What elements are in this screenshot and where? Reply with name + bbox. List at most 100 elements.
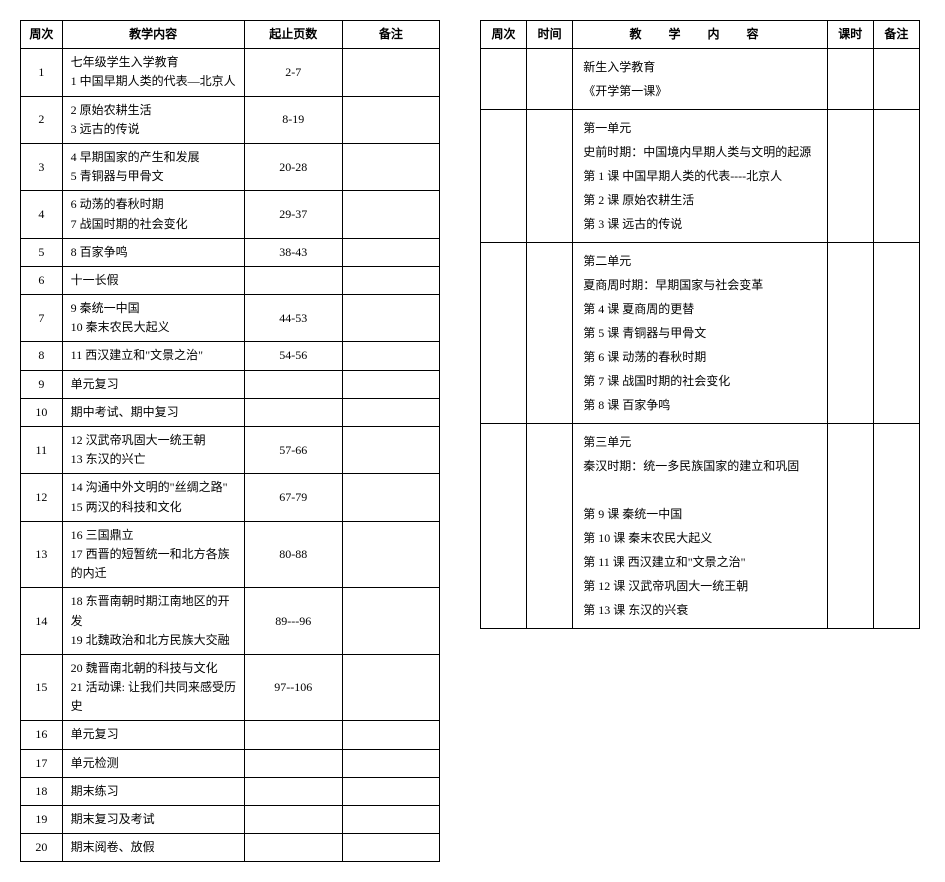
table-row: 58 百家争鸣38-43 [21,238,440,266]
table-row: 1316 三国鼎立 17 西晋的短暂统一和北方各族的内迁80-88 [21,521,440,588]
notes-cell [342,238,439,266]
content-cell: 20 魏晋南北朝的科技与文化 21 活动课: 让我们共同来感受历史 [62,654,244,721]
pages-cell: 97--106 [244,654,342,721]
notes-cell [342,834,439,862]
notes-cell [342,588,439,655]
pages-cell [244,266,342,294]
left-header-week: 周次 [21,21,63,49]
notes-cell [342,191,439,238]
content-cell: 12 汉武帝巩固大一统王朝 13 东汉的兴亡 [62,427,244,474]
pages-cell [244,749,342,777]
notes-cell [873,243,919,424]
content-cell: 期末练习 [62,777,244,805]
table-row: 1520 魏晋南北朝的科技与文化 21 活动课: 让我们共同来感受历史97--1… [21,654,440,721]
notes-cell [342,806,439,834]
content-cell: 期末阅卷、放假 [62,834,244,862]
notes-cell [342,521,439,588]
notes-cell [873,49,919,110]
content-cell: 单元复习 [62,370,244,398]
left-header-pages: 起止页数 [244,21,342,49]
week-cell: 11 [21,427,63,474]
left-schedule-table: 周次 教学内容 起止页数 备注 1七年级学生入学教育 1 中国早期人类的代表—北… [20,20,440,862]
week-cell: 1 [21,49,63,96]
table-row: 46 动荡的春秋时期 7 战国时期的社会变化29-37 [21,191,440,238]
content-cell: 单元复习 [62,721,244,749]
content-cell: 第三单元 秦汉时期：统一多民族国家的建立和巩固 第 9 课 秦统一中国 第 10… [573,424,828,629]
week-cell: 7 [21,295,63,342]
notes-cell [342,49,439,96]
pages-cell: 54-56 [244,342,342,370]
table-row: 10期中考试、期中复习 [21,398,440,426]
notes-cell [342,721,439,749]
content-cell: 6 动荡的春秋时期 7 战国时期的社会变化 [62,191,244,238]
week-cell [481,110,527,243]
week-cell: 13 [21,521,63,588]
table-row: 第二单元 夏商周时期：早期国家与社会变革 第 4 课 夏商周的更替 第 5 课 … [481,243,920,424]
week-cell: 17 [21,749,63,777]
pages-cell [244,806,342,834]
week-cell [481,424,527,629]
week-cell: 15 [21,654,63,721]
right-header-notes: 备注 [873,21,919,49]
right-header-content: 教 学 内 容 [573,21,828,49]
content-cell: 11 西汉建立和"文景之治" [62,342,244,370]
pages-cell: 38-43 [244,238,342,266]
content-cell: 8 百家争鸣 [62,238,244,266]
right-table-header-row: 周次 时间 教 学 内 容 课时 备注 [481,21,920,49]
content-cell: 期中考试、期中复习 [62,398,244,426]
left-header-notes: 备注 [342,21,439,49]
time-cell [527,243,573,424]
table-row: 22 原始农耕生活 3 远古的传说8-19 [21,96,440,143]
table-row: 34 早期国家的产生和发展 5 青铜器与甲骨文20-28 [21,143,440,190]
pages-cell [244,834,342,862]
hours-cell [827,110,873,243]
notes-cell [342,777,439,805]
notes-cell [342,398,439,426]
content-cell: 第二单元 夏商周时期：早期国家与社会变革 第 4 课 夏商周的更替 第 5 课 … [573,243,828,424]
content-cell: 十一长假 [62,266,244,294]
table-row: 新生入学教育 《开学第一课》 [481,49,920,110]
week-cell: 18 [21,777,63,805]
table-row: 1214 沟通中外文明的"丝绸之路" 15 两汉的科技和文化67-79 [21,474,440,521]
table-row: 811 西汉建立和"文景之治"54-56 [21,342,440,370]
pages-cell: 29-37 [244,191,342,238]
week-cell: 3 [21,143,63,190]
table-row: 1七年级学生入学教育 1 中国早期人类的代表—北京人2-7 [21,49,440,96]
content-cell: 期末复习及考试 [62,806,244,834]
right-header-time: 时间 [527,21,573,49]
table-row: 1112 汉武帝巩固大一统王朝 13 东汉的兴亡57-66 [21,427,440,474]
week-cell: 8 [21,342,63,370]
content-cell: 2 原始农耕生活 3 远古的传说 [62,96,244,143]
week-cell: 9 [21,370,63,398]
table-row: 9单元复习 [21,370,440,398]
content-cell: 16 三国鼎立 17 西晋的短暂统一和北方各族的内迁 [62,521,244,588]
pages-cell: 57-66 [244,427,342,474]
week-cell: 12 [21,474,63,521]
left-table-body: 1七年级学生入学教育 1 中国早期人类的代表—北京人2-7 22 原始农耕生活 … [21,49,440,862]
pages-cell: 44-53 [244,295,342,342]
notes-cell [342,266,439,294]
table-row: 20期末阅卷、放假 [21,834,440,862]
time-cell [527,49,573,110]
pages-cell [244,398,342,426]
pages-cell: 89---96 [244,588,342,655]
notes-cell [342,143,439,190]
notes-cell [873,110,919,243]
hours-cell [827,49,873,110]
notes-cell [873,424,919,629]
content-cell: 14 沟通中外文明的"丝绸之路" 15 两汉的科技和文化 [62,474,244,521]
notes-cell [342,96,439,143]
page-container: 周次 教学内容 起止页数 备注 1七年级学生入学教育 1 中国早期人类的代表—北… [20,20,925,862]
notes-cell [342,342,439,370]
week-cell [481,243,527,424]
time-cell [527,110,573,243]
hours-cell [827,424,873,629]
pages-cell: 8-19 [244,96,342,143]
content-cell: 4 早期国家的产生和发展 5 青铜器与甲骨文 [62,143,244,190]
pages-cell: 20-28 [244,143,342,190]
week-cell: 14 [21,588,63,655]
notes-cell [342,749,439,777]
left-header-content: 教学内容 [62,21,244,49]
table-row: 18期末练习 [21,777,440,805]
table-row: 16单元复习 [21,721,440,749]
